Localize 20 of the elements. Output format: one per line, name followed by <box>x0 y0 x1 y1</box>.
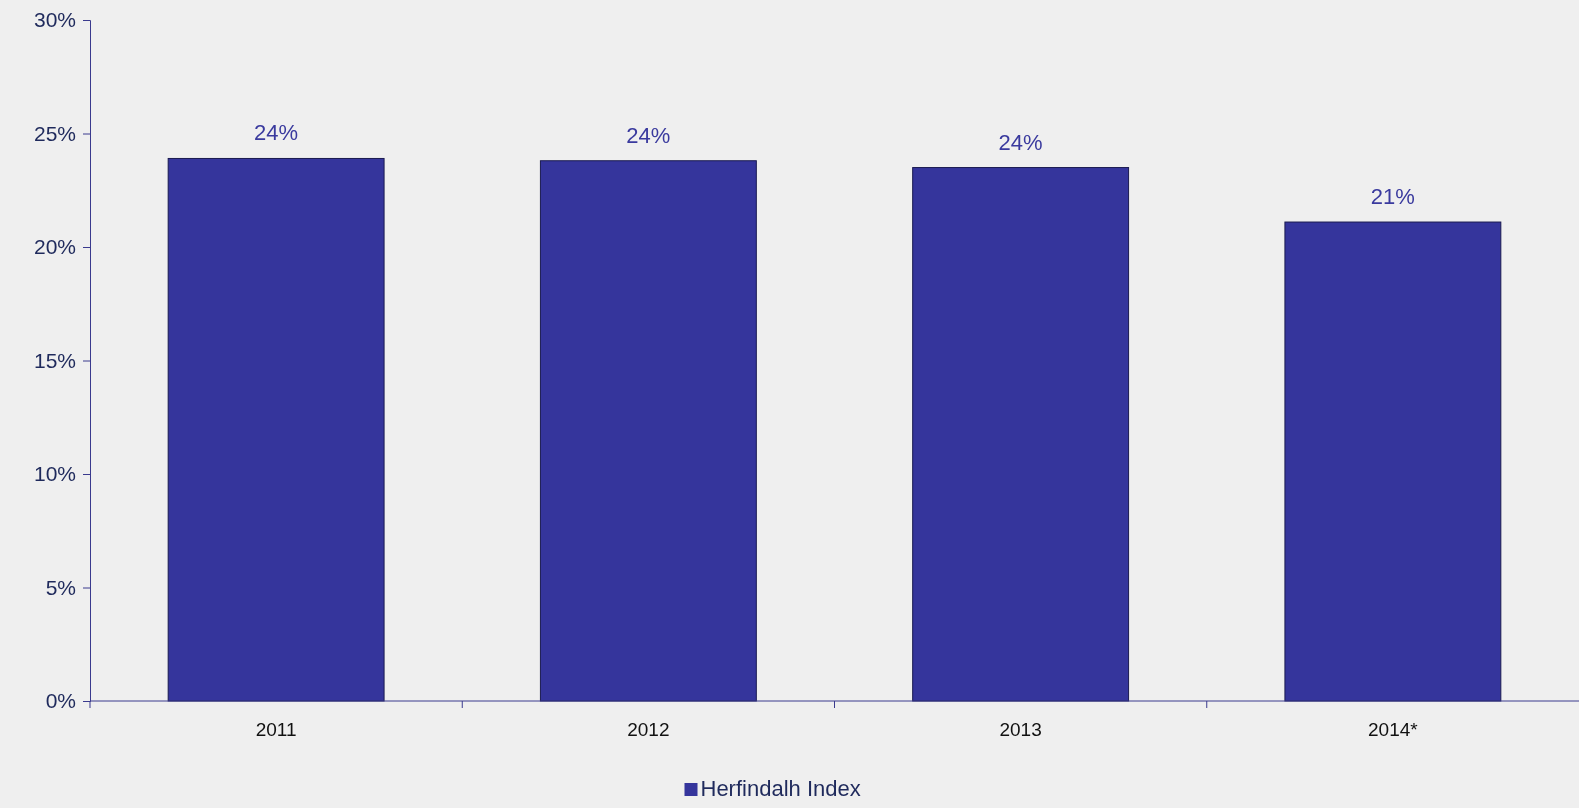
y-tick-label: 20% <box>33 235 76 259</box>
x-tick-label: 2014* <box>1368 719 1419 740</box>
bar <box>167 157 385 702</box>
y-tick-label: 15% <box>33 348 76 372</box>
x-tick-label: 2012 <box>627 719 670 740</box>
legend-label: Herfindalh Index <box>700 776 861 801</box>
x-tick-label: 2013 <box>999 719 1042 740</box>
y-tick-label: 0% <box>45 689 76 713</box>
bar <box>539 160 757 702</box>
data-label: 24% <box>626 122 671 148</box>
y-tick-label: 25% <box>33 121 76 145</box>
y-tick-label: 10% <box>33 462 76 486</box>
y-tick-label: 30% <box>33 8 76 32</box>
x-tick-label: 2011 <box>255 719 297 740</box>
y-tick-label: 5% <box>45 575 76 599</box>
data-label: 24% <box>998 129 1043 155</box>
data-label: 24% <box>254 120 299 146</box>
data-label: 21% <box>1370 184 1415 210</box>
bar <box>912 167 1130 702</box>
bar <box>1284 221 1502 702</box>
